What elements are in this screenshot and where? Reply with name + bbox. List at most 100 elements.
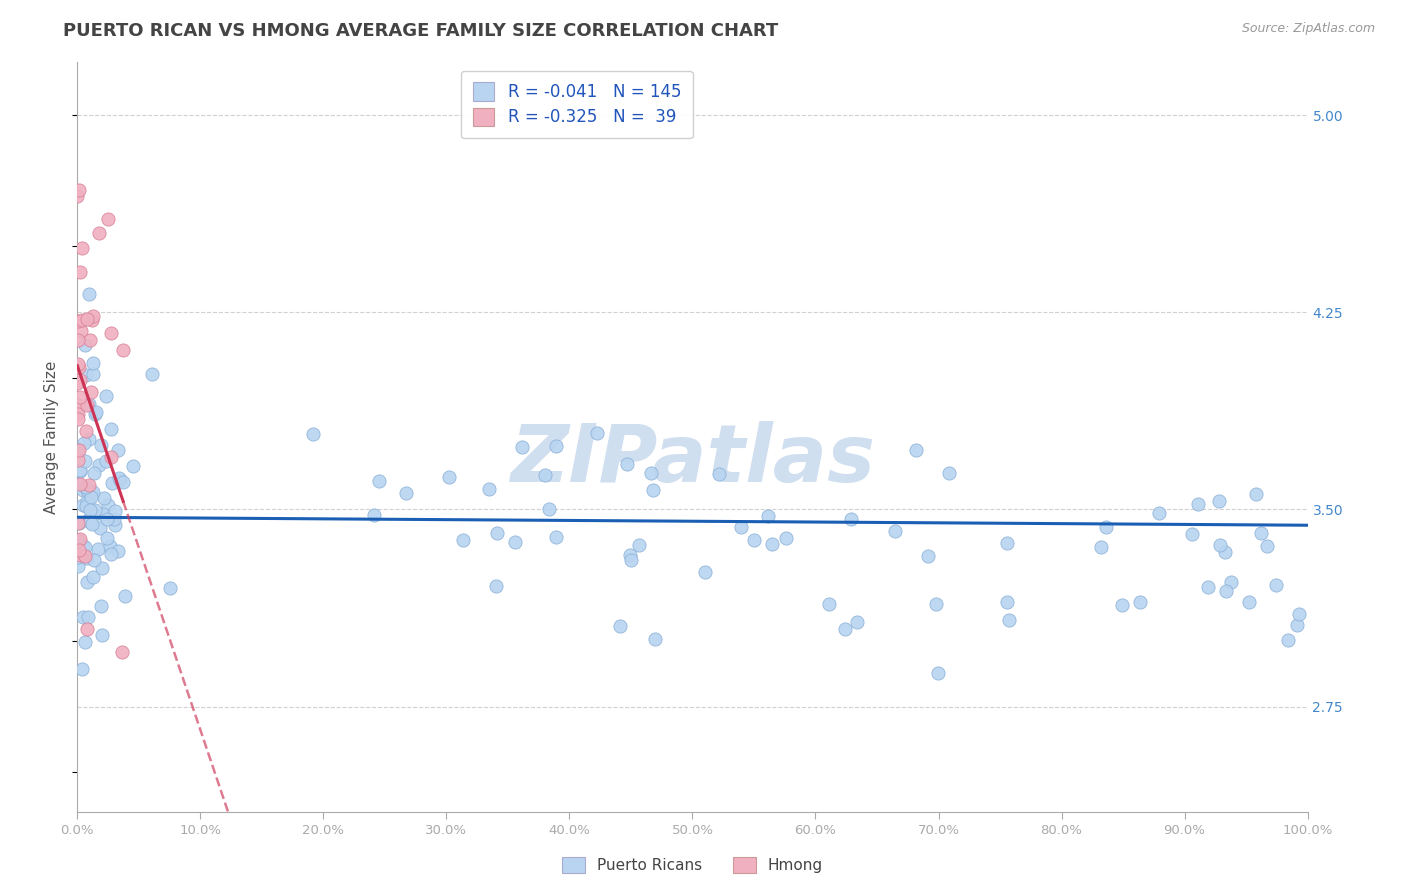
Point	[1111, 599, 1133, 613]
Point	[72, 483, 94, 498]
Point	[905, 442, 928, 457]
Point	[75, 540, 97, 554]
Point	[544, 530, 567, 544]
Point	[93, 491, 115, 505]
Point	[1277, 633, 1299, 648]
Point	[927, 666, 949, 681]
Point	[1237, 595, 1260, 609]
Point	[834, 622, 856, 636]
Point	[82, 485, 104, 500]
Point	[82, 508, 104, 522]
Point	[998, 613, 1021, 627]
Point	[76, 550, 98, 565]
Point	[77, 610, 100, 624]
Point	[96, 532, 118, 546]
Point	[67, 183, 90, 197]
Point	[69, 532, 91, 546]
Point	[643, 483, 665, 498]
Point	[108, 470, 131, 484]
Point	[1197, 581, 1219, 595]
Point	[66, 477, 89, 491]
Text: PUERTO RICAN VS HMONG AVERAGE FAMILY SIZE CORRELATION CHART: PUERTO RICAN VS HMONG AVERAGE FAMILY SIZ…	[63, 22, 779, 40]
Point	[69, 463, 91, 477]
Point	[104, 504, 127, 518]
Point	[82, 356, 104, 370]
Point	[90, 438, 112, 452]
Point	[69, 390, 91, 404]
Point	[76, 312, 98, 326]
Point	[846, 615, 869, 629]
Point	[77, 491, 100, 505]
Point	[66, 314, 89, 328]
Point	[73, 435, 96, 450]
Point	[159, 581, 181, 595]
Point	[775, 531, 797, 545]
Point	[1256, 539, 1278, 553]
Point	[75, 480, 97, 494]
Point	[620, 553, 643, 567]
Point	[79, 384, 101, 399]
Point	[79, 515, 101, 529]
Point	[87, 458, 110, 472]
Point	[70, 324, 93, 338]
Point	[66, 559, 89, 574]
Point	[395, 486, 418, 500]
Point	[758, 509, 780, 524]
Point	[91, 628, 114, 642]
Point	[1244, 487, 1267, 501]
Point	[100, 548, 122, 562]
Point	[96, 389, 118, 403]
Point	[1129, 595, 1152, 609]
Point	[67, 533, 90, 548]
Point	[1285, 618, 1308, 632]
Point	[70, 313, 93, 327]
Point	[995, 595, 1018, 609]
Point	[628, 538, 651, 552]
Point	[107, 442, 129, 457]
Point	[1094, 520, 1116, 534]
Point	[67, 360, 90, 375]
Point	[100, 475, 122, 490]
Point	[925, 597, 948, 611]
Point	[112, 343, 135, 357]
Point	[67, 357, 90, 371]
Point	[538, 501, 561, 516]
Point	[534, 467, 557, 482]
Point	[368, 474, 391, 488]
Point	[616, 458, 638, 472]
Point	[72, 609, 94, 624]
Point	[75, 499, 97, 513]
Point	[104, 517, 127, 532]
Point	[77, 286, 100, 301]
Text: ZIPatlas: ZIPatlas	[510, 420, 875, 499]
Point	[96, 454, 118, 468]
Point	[75, 424, 97, 438]
Point	[82, 569, 104, 583]
Point	[84, 407, 107, 421]
Point	[69, 476, 91, 491]
Point	[1250, 525, 1272, 540]
Point	[66, 412, 89, 426]
Point	[995, 536, 1018, 550]
Point	[111, 645, 134, 659]
Point	[72, 540, 94, 554]
Point	[1264, 578, 1286, 592]
Point	[66, 549, 89, 564]
Point	[69, 373, 91, 387]
Point	[75, 368, 97, 383]
Point	[76, 622, 98, 636]
Point	[437, 470, 460, 484]
Point	[67, 443, 90, 458]
Point	[72, 498, 94, 512]
Point	[742, 533, 765, 547]
Point	[97, 498, 120, 512]
Point	[82, 309, 104, 323]
Point	[70, 241, 93, 255]
Point	[1090, 540, 1112, 554]
Point	[98, 540, 121, 554]
Point	[79, 333, 101, 347]
Point	[839, 512, 862, 526]
Point	[1187, 497, 1209, 511]
Point	[66, 189, 89, 203]
Text: Source: ZipAtlas.com: Source: ZipAtlas.com	[1241, 22, 1375, 36]
